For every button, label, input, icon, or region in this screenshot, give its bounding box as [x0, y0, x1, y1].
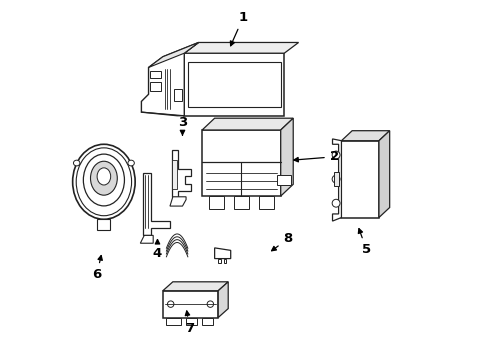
Bar	[188, 62, 281, 107]
Bar	[172, 160, 177, 189]
Ellipse shape	[73, 144, 135, 219]
Bar	[334, 172, 339, 186]
Polygon shape	[342, 131, 390, 141]
Ellipse shape	[97, 168, 111, 185]
Bar	[218, 258, 221, 262]
Polygon shape	[333, 139, 342, 221]
Text: 3: 3	[178, 116, 187, 135]
Bar	[342, 141, 379, 217]
Bar	[209, 196, 223, 208]
Ellipse shape	[83, 154, 124, 206]
Bar	[163, 291, 218, 318]
Polygon shape	[379, 131, 390, 217]
Bar	[173, 89, 182, 102]
Bar	[150, 82, 161, 91]
Polygon shape	[143, 173, 170, 235]
Polygon shape	[184, 42, 298, 53]
Text: 4: 4	[153, 239, 162, 260]
Circle shape	[332, 175, 340, 183]
Polygon shape	[218, 282, 228, 318]
Ellipse shape	[91, 161, 117, 195]
Text: 7: 7	[185, 311, 194, 335]
Ellipse shape	[128, 160, 134, 166]
Polygon shape	[202, 118, 293, 130]
Polygon shape	[142, 42, 198, 116]
Polygon shape	[140, 235, 153, 243]
Text: 5: 5	[358, 229, 371, 256]
Bar	[202, 130, 281, 196]
Text: 8: 8	[271, 233, 293, 251]
Circle shape	[332, 199, 340, 207]
Text: 6: 6	[92, 256, 102, 281]
Polygon shape	[163, 282, 228, 291]
Polygon shape	[281, 118, 293, 196]
Text: 1: 1	[230, 11, 248, 46]
Ellipse shape	[76, 148, 132, 216]
Ellipse shape	[74, 160, 80, 166]
Bar	[259, 196, 273, 208]
Bar	[234, 196, 248, 208]
Circle shape	[332, 151, 340, 159]
Bar	[184, 53, 284, 116]
Circle shape	[168, 301, 174, 307]
Text: 2: 2	[294, 150, 339, 163]
Bar	[277, 175, 292, 185]
Polygon shape	[98, 219, 110, 230]
Polygon shape	[148, 42, 198, 67]
Bar	[186, 318, 197, 325]
Polygon shape	[170, 197, 186, 206]
Bar	[150, 71, 161, 78]
Bar	[167, 318, 181, 325]
Polygon shape	[215, 248, 231, 258]
Bar	[223, 258, 226, 262]
Bar	[202, 318, 213, 325]
Circle shape	[207, 301, 214, 307]
Polygon shape	[172, 150, 192, 197]
